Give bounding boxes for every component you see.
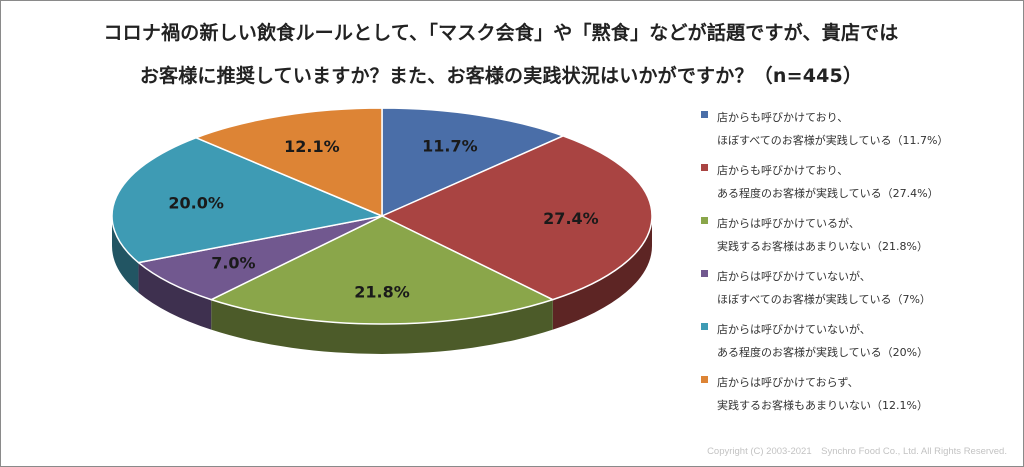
legend-label-line: 店からも呼びかけており、 xyxy=(717,164,849,177)
copyright-notice: Copyright (C) 2003-2021 Synchro Food Co.… xyxy=(707,446,1007,457)
pie-side-4 xyxy=(138,262,212,330)
legend-text: 店からは呼びかけているが、実践するお客様はあまりいない（21.8%） xyxy=(717,212,928,258)
legend-swatch xyxy=(701,270,708,277)
pie-data-label-1: 11.7% xyxy=(422,136,478,155)
legend-label-line: 店からも呼びかけており、 xyxy=(717,111,849,124)
legend-label-line: ほぼすべてのお客様が実践している（11.7%） xyxy=(717,134,949,147)
pie-side-walls xyxy=(112,216,652,354)
pie-data-labels: 11.7% 27.4% 21.8% 7.0% 20.0% 12.1% xyxy=(168,136,598,301)
pie-data-label-3: 21.8% xyxy=(354,283,410,302)
pie-slice-2 xyxy=(381,135,653,301)
chart-title-line-1: コロナ禍の新しい飲食ルールとして、「マスク会食」や「黙食」などが話題ですが、貴店… xyxy=(103,22,899,44)
pie-slice-4 xyxy=(137,215,383,301)
legend-text: 店からは呼びかけていないが、ほぼすべてのお客様が実践している（7%） xyxy=(717,265,931,311)
legend-label-line: ある程度のお客様が実践している（20%） xyxy=(717,346,929,359)
legend-text: 店からは呼びかけていないが、ある程度のお客様が実践している（20%） xyxy=(717,318,928,364)
legend-text: 店からは呼びかけておらず、実践するお客様もあまりいない（12.1%） xyxy=(717,371,928,417)
legend-label-line: 実践するお客様もあまりいない（12.1%） xyxy=(717,399,928,412)
legend-label-line: ある程度のお客様が実践している（27.4%） xyxy=(717,187,939,200)
legend-swatch xyxy=(701,217,708,224)
pie-top-faces xyxy=(111,107,653,325)
legend-swatch xyxy=(701,164,708,171)
pie-data-label-2: 27.4% xyxy=(543,209,599,228)
pie-slice-1 xyxy=(381,107,564,217)
pie-side-3 xyxy=(211,299,553,354)
pie-data-label-5: 20.0% xyxy=(168,193,224,212)
legend-label-line: ほぼすべてのお客様が実践している（7%） xyxy=(717,293,931,306)
legend-label-line: 店からは呼びかけていないが、 xyxy=(717,323,871,336)
pie-slice-6 xyxy=(195,107,383,217)
legend-label-line: 店からは呼びかけていないが、 xyxy=(717,270,871,283)
pie-slice-3 xyxy=(210,215,554,325)
legend-swatch xyxy=(701,111,708,118)
legend-swatch xyxy=(701,376,708,383)
legend-text: 店からも呼びかけており、ほぼすべてのお客様が実践している（11.7%） xyxy=(717,106,948,152)
chart-title-line-2: お客様に推奨していますか？また、お客様の実践状況はいかがですか？（n=445） xyxy=(139,65,863,87)
legend-label-line: 店からは呼びかけているが、 xyxy=(717,217,860,230)
legend-swatch xyxy=(701,323,708,330)
pie-slice-5 xyxy=(111,136,383,264)
pie-data-label-6: 12.1% xyxy=(284,137,340,156)
pie-data-label-4: 7.0% xyxy=(211,254,255,273)
legend-label-line: 実践するお客様はあまりいない（21.8%） xyxy=(717,240,928,253)
pie-side-5 xyxy=(112,216,139,293)
pie-side-2 xyxy=(552,216,652,330)
legend-text: 店からも呼びかけており、ある程度のお客様が実践している（27.4%） xyxy=(717,159,939,205)
legend-label-line: 店からは呼びかけておらず、 xyxy=(717,376,859,389)
